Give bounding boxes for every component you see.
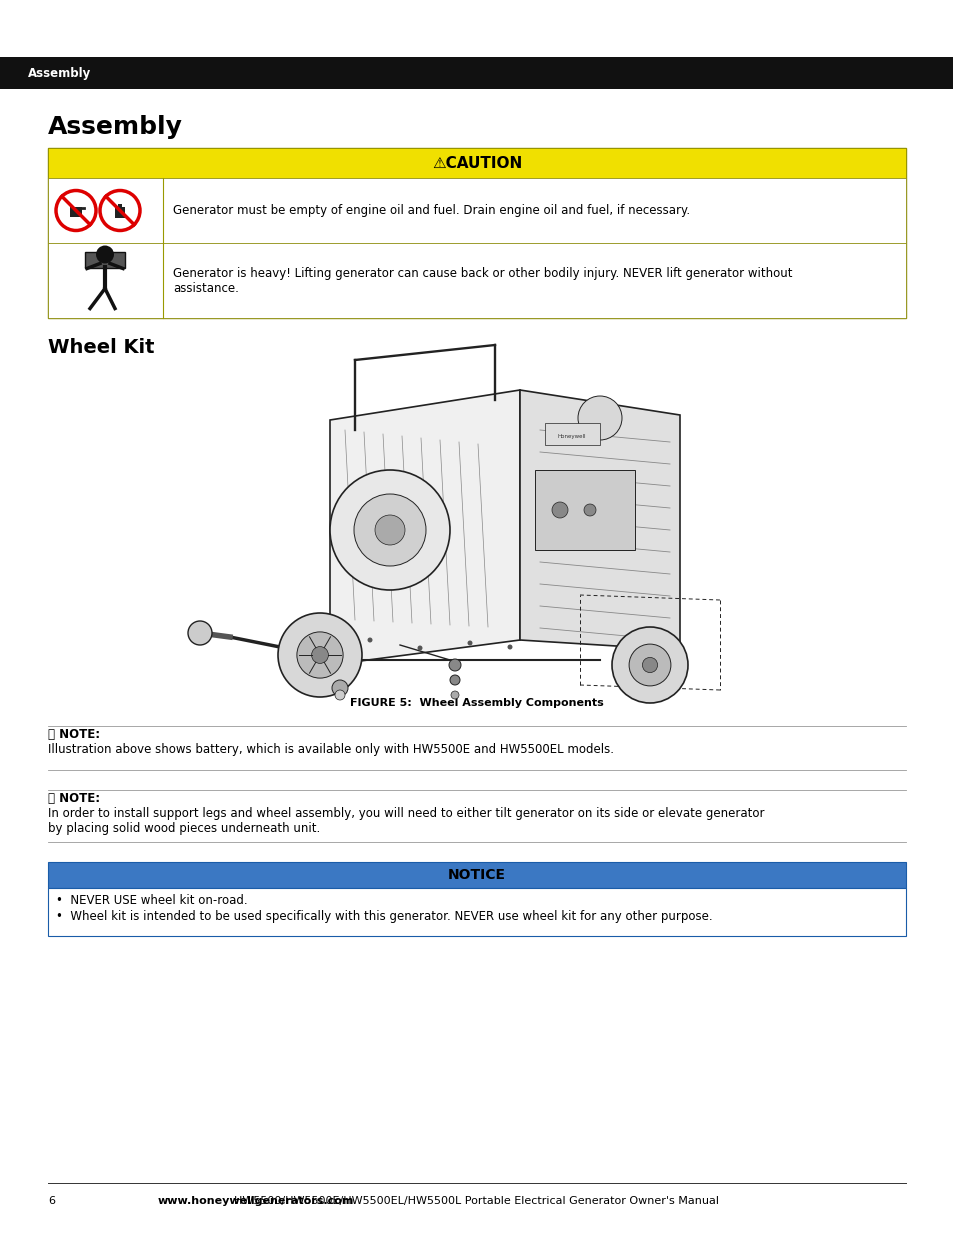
Text: Honeywell: Honeywell — [558, 433, 586, 438]
Polygon shape — [330, 390, 519, 664]
Circle shape — [578, 396, 621, 440]
Circle shape — [277, 613, 361, 697]
Bar — [85, 252, 125, 268]
Circle shape — [451, 692, 458, 699]
Text: 6: 6 — [48, 1195, 55, 1207]
Circle shape — [188, 621, 212, 645]
Circle shape — [367, 637, 372, 642]
Text: HW5500/HW5500E/HW5500EL/HW5500L Portable Electrical Generator Owner's Manual: HW5500/HW5500E/HW5500EL/HW5500L Portable… — [234, 1195, 719, 1207]
Bar — [48, 243, 905, 317]
Text: NOTICE: NOTICE — [448, 868, 505, 882]
Bar — [48, 178, 905, 243]
Bar — [48, 888, 905, 936]
Polygon shape — [519, 390, 679, 650]
Circle shape — [449, 659, 460, 671]
Text: FIGURE 5:  Wheel Assembly Components: FIGURE 5: Wheel Assembly Components — [350, 698, 603, 708]
Bar — [48, 148, 905, 317]
Circle shape — [612, 627, 687, 703]
Bar — [70, 206, 82, 216]
Text: ⓘ NOTE:: ⓘ NOTE: — [48, 727, 100, 741]
Circle shape — [507, 645, 512, 650]
Bar — [48, 862, 905, 888]
Text: Generator is heavy! Lifting generator can cause back or other bodily injury. NEV: Generator is heavy! Lifting generator ca… — [172, 267, 792, 294]
Text: ⓘ NOTE:: ⓘ NOTE: — [48, 792, 100, 805]
Circle shape — [417, 646, 422, 651]
Circle shape — [628, 645, 670, 685]
Bar — [535, 471, 635, 550]
Text: •  NEVER USE wheel kit on-road.: • NEVER USE wheel kit on-road. — [56, 894, 248, 906]
Text: www.honeywellgenerators.com: www.honeywellgenerators.com — [158, 1195, 354, 1207]
Circle shape — [354, 494, 426, 566]
Text: ⚠CAUTION: ⚠CAUTION — [432, 156, 521, 170]
Circle shape — [56, 190, 96, 231]
Circle shape — [375, 515, 405, 545]
Circle shape — [467, 641, 472, 646]
Circle shape — [641, 657, 657, 673]
Circle shape — [330, 471, 450, 590]
Bar — [544, 424, 599, 445]
Bar — [115, 206, 125, 217]
Text: In order to install support legs and wheel assembly, you will need to either til: In order to install support legs and whe… — [48, 806, 763, 835]
Circle shape — [335, 690, 345, 700]
Circle shape — [552, 501, 567, 517]
Circle shape — [450, 676, 459, 685]
Circle shape — [312, 647, 328, 663]
Bar — [0, 57, 953, 89]
Circle shape — [583, 504, 596, 516]
Bar — [48, 148, 905, 178]
Text: Assembly: Assembly — [28, 67, 91, 79]
Circle shape — [296, 632, 343, 678]
Circle shape — [96, 246, 113, 263]
Text: Assembly: Assembly — [48, 115, 183, 140]
Text: Wheel Kit: Wheel Kit — [48, 338, 154, 357]
Text: Generator must be empty of engine oil and fuel. Drain engine oil and fuel, if ne: Generator must be empty of engine oil an… — [172, 204, 689, 217]
Circle shape — [332, 680, 348, 697]
Text: •  Wheel kit is intended to be used specifically with this generator. NEVER use : • Wheel kit is intended to be used speci… — [56, 910, 712, 923]
Text: Illustration above shows battery, which is available only with HW5500E and HW550: Illustration above shows battery, which … — [48, 743, 614, 756]
Circle shape — [100, 190, 140, 231]
Bar — [118, 204, 122, 207]
